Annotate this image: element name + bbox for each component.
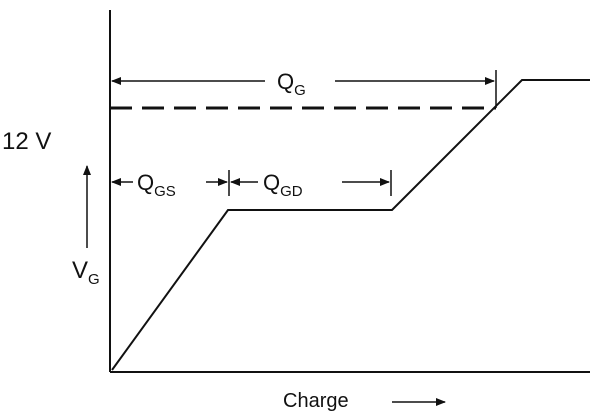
qgs-label: QGS <box>137 170 176 200</box>
voltage-label: 12 V <box>2 128 51 155</box>
vg-label: VG <box>72 257 100 288</box>
gate-charge-curve <box>111 79 590 371</box>
qg-label: QG <box>277 69 306 99</box>
qgd-label: QGD <box>263 170 303 200</box>
x-axis-label: Charge <box>283 390 349 412</box>
